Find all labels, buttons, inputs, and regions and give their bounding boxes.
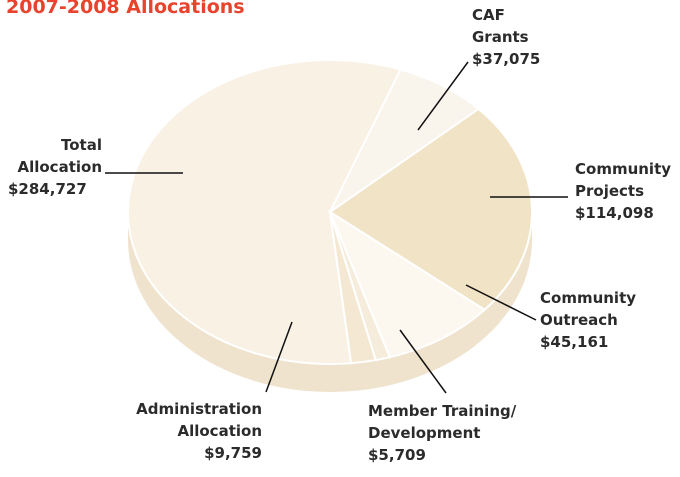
pie-slice xyxy=(329,211,377,365)
value-label: $45,161 xyxy=(540,333,609,351)
slice-label: Total Allocation xyxy=(17,136,102,176)
value-label: $9,759 xyxy=(204,444,262,462)
slice-label: CAF Grants xyxy=(472,6,529,46)
leader-line xyxy=(417,61,469,131)
leader-line xyxy=(465,284,537,321)
value-label: $284,727 xyxy=(8,180,87,198)
pie-slice xyxy=(328,107,533,312)
slice-label: Administration Allocation xyxy=(136,400,262,440)
value-label: $114,098 xyxy=(575,204,654,222)
leader-line xyxy=(265,321,293,393)
slice-label: Member Training/ Development xyxy=(368,402,517,442)
value-label: $37,075 xyxy=(472,50,541,68)
pie-slice xyxy=(327,209,487,359)
slice-label: Community Projects xyxy=(575,160,672,200)
value-label: $5,709 xyxy=(368,446,426,464)
pie-slice xyxy=(329,68,481,213)
chart-title: 2007-2008 Allocations xyxy=(6,0,245,18)
pie xyxy=(127,59,533,392)
slice-label: Community Outreach xyxy=(540,289,637,329)
leader-line xyxy=(399,329,447,394)
pie-slice xyxy=(127,59,402,365)
